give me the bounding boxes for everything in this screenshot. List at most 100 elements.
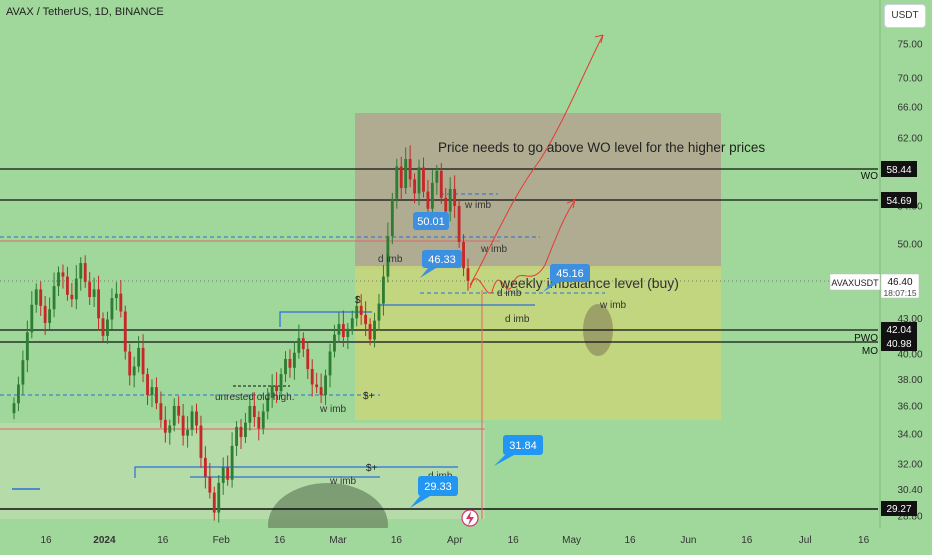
candle — [43, 296, 47, 335]
candle — [408, 145, 412, 188]
candle — [439, 162, 443, 204]
x-tick-label: Feb — [213, 535, 231, 546]
lower-zone — [0, 423, 485, 519]
y-tick-label: 32.00 — [897, 460, 922, 471]
candle — [426, 179, 430, 217]
candle — [123, 305, 127, 360]
svg-text:58.44: 58.44 — [886, 165, 911, 176]
x-tick-label: Apr — [447, 535, 463, 546]
svg-text:29.33: 29.33 — [424, 481, 452, 493]
candle — [266, 388, 270, 420]
candle — [88, 272, 92, 305]
candle — [239, 419, 243, 450]
candle — [70, 283, 74, 308]
candle — [341, 310, 345, 347]
candle — [21, 350, 25, 395]
candle — [284, 351, 287, 383]
candle — [97, 275, 100, 331]
x-tick-label: 16 — [40, 535, 52, 546]
candle — [128, 343, 132, 386]
candle — [310, 359, 314, 397]
candle — [150, 379, 154, 408]
forecast-path-2 — [469, 199, 576, 294]
candle — [337, 312, 341, 343]
candle — [25, 320, 29, 373]
candle — [417, 159, 421, 206]
w-imb-label-2: w imb — [480, 244, 508, 255]
y-tick-label: 75.00 — [897, 40, 922, 51]
y-tick-label: 30.40 — [897, 485, 922, 496]
supply-zone-upper — [355, 113, 721, 269]
blue-structure-2 — [134, 466, 458, 478]
y-tick-label: 40.00 — [897, 349, 922, 360]
candle — [203, 446, 207, 489]
lightning-icon[interactable] — [461, 509, 479, 527]
headline-annotation: Price needs to go above WO level for the… — [438, 140, 765, 155]
mo-price-label: 40.98 — [881, 336, 917, 351]
candle — [404, 147, 408, 195]
currency-button[interactable]: USDT — [884, 4, 926, 28]
zone-label: weekly imbalance level (buy) — [499, 275, 679, 291]
candle — [413, 173, 417, 204]
candle — [430, 169, 434, 219]
y-tick-label: 36.00 — [897, 401, 922, 412]
candle — [119, 280, 123, 318]
y-tick-label: 43.00 — [897, 314, 922, 325]
candle — [12, 397, 16, 420]
candle — [364, 301, 368, 337]
forecast-arrowhead-1 — [594, 34, 604, 44]
candle — [230, 432, 234, 488]
x-tick-label: Jun — [680, 535, 696, 546]
candle — [261, 403, 265, 435]
d-imb-label-3: d imb — [505, 314, 530, 325]
candle — [195, 403, 198, 434]
candle — [395, 158, 399, 209]
candle — [306, 341, 310, 379]
candle — [382, 264, 385, 316]
candle — [217, 475, 221, 523]
y-tick-label: 66.00 — [897, 103, 922, 114]
y-tick-label: 70.00 — [897, 74, 922, 85]
candle — [350, 310, 354, 335]
w-imb-label-3: w imb — [599, 300, 627, 311]
y-tick-label: 50.00 — [897, 239, 922, 250]
candle — [346, 322, 350, 350]
candle — [288, 349, 292, 378]
candle — [168, 419, 172, 445]
callout-46-33: 46.33 — [420, 250, 462, 278]
price-scale: 75.0070.0066.0062.0054.0050.0043.0040.00… — [897, 40, 922, 523]
candle — [226, 455, 230, 486]
x-tick-label: 16 — [157, 535, 169, 546]
callout-50-01: 50.01 — [413, 212, 449, 230]
candle — [181, 403, 185, 446]
svg-text:50.01: 50.01 — [417, 216, 445, 228]
candle — [61, 264, 65, 289]
weekly-imbalance-zone — [355, 266, 721, 420]
candle — [399, 156, 403, 201]
candle — [422, 157, 425, 198]
candle — [52, 272, 56, 318]
candle — [186, 416, 190, 448]
candle — [319, 373, 323, 404]
candle — [141, 334, 145, 383]
wo-level-name: WO — [861, 171, 878, 182]
dollar-label: $ — [355, 295, 361, 306]
x-axis: 16 2024 16 Feb 16 Mar 16 Apr 16 May 16 Jun 16 Jul 16 — [40, 535, 869, 546]
candle — [453, 175, 457, 218]
candle — [172, 398, 176, 432]
svg-text:45.16: 45.16 — [556, 268, 584, 280]
candle — [373, 312, 376, 348]
wo-price-label: 58.44 — [881, 161, 917, 177]
candle — [114, 282, 118, 311]
svg-text:18:07:15: 18:07:15 — [883, 288, 916, 298]
candle — [359, 294, 363, 325]
x-tick-label: 16 — [624, 535, 636, 546]
x-tick-label: 16 — [741, 535, 753, 546]
candle — [110, 288, 114, 330]
candle — [30, 291, 34, 339]
candle — [333, 324, 336, 358]
candle — [208, 462, 212, 499]
candle — [301, 332, 305, 358]
